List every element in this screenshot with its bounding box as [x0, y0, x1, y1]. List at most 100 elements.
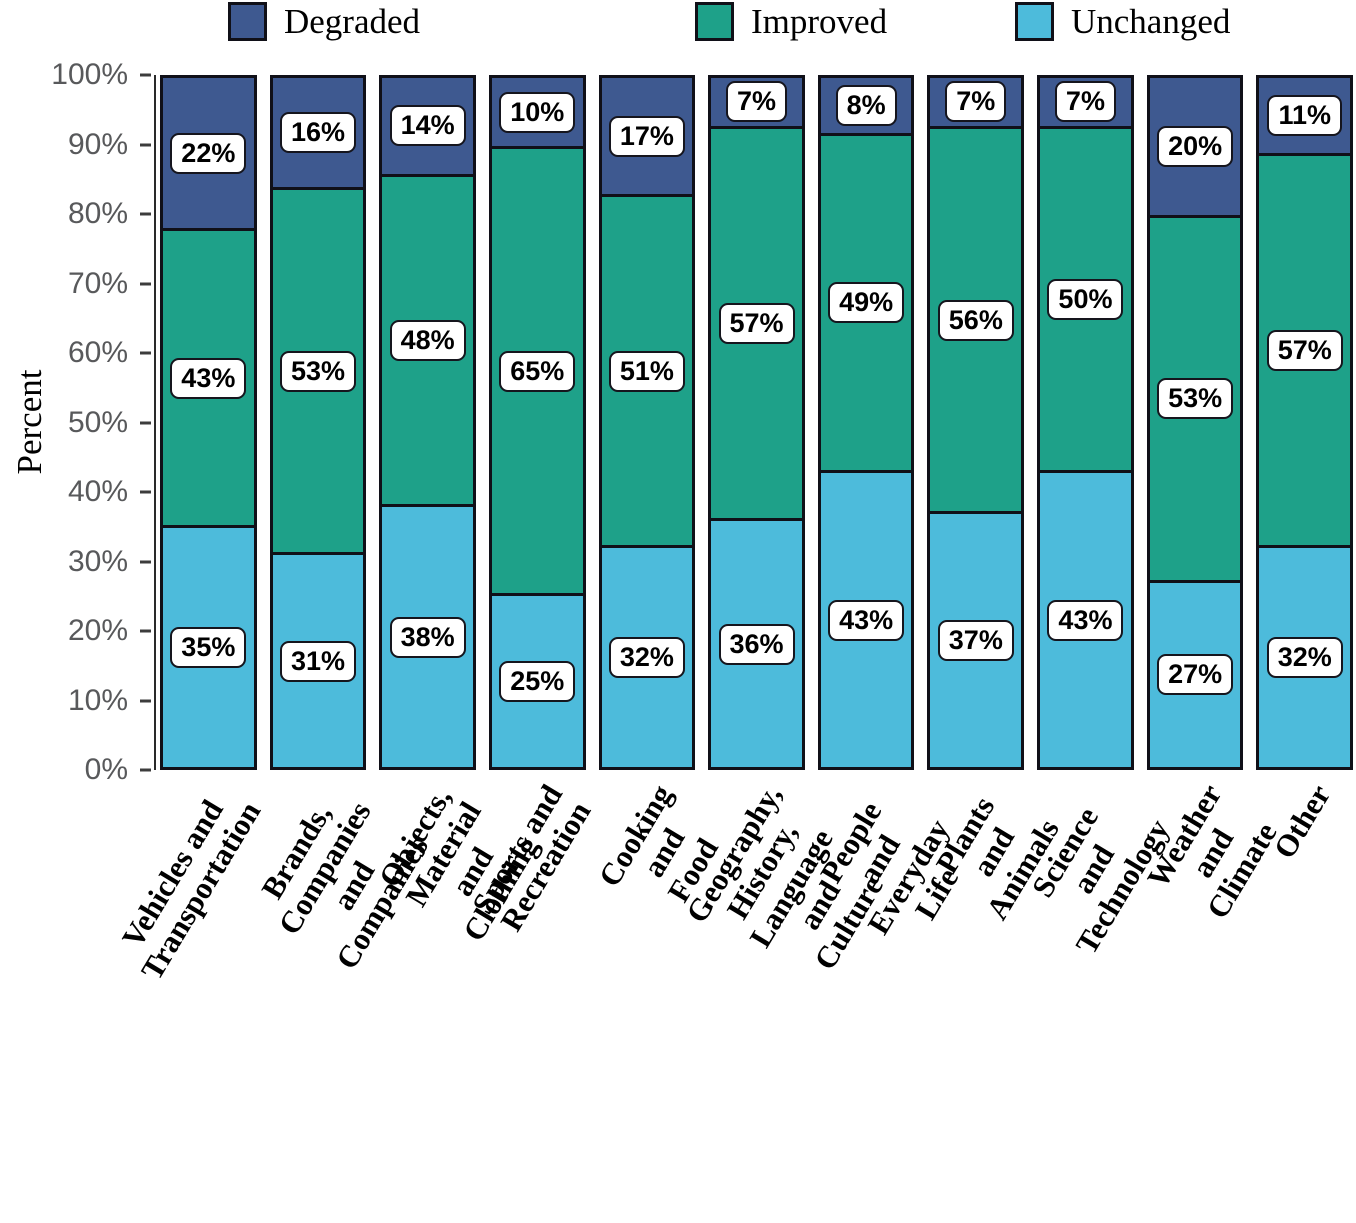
- value-label: 53%: [1157, 378, 1234, 420]
- y-tick-label: 90%: [67, 127, 128, 161]
- bar-segment-unchanged: 32%: [601, 545, 693, 767]
- bar-segment-degraded: 14%: [382, 78, 473, 174]
- bar-segment-degraded: 17%: [601, 78, 693, 195]
- legend-label: Improved: [751, 2, 888, 41]
- bar-segment-degraded: 16%: [272, 78, 364, 188]
- value-label: 57%: [718, 302, 795, 344]
- value-label: 36%: [718, 623, 795, 665]
- bar-segment-improved: 65%: [491, 146, 583, 594]
- bars-container: 22% 43% 35% 16% 53% 31% 14% 48% 38% 10% 65% 25% 17% 5…: [160, 75, 1354, 770]
- value-label: 22%: [170, 132, 247, 174]
- bar-segment-degraded: 8%: [820, 78, 912, 133]
- value-label: 35%: [170, 626, 247, 668]
- bar-segment-unchanged: 43%: [1040, 470, 1131, 767]
- bar: 10% 65% 25%: [488, 75, 586, 770]
- bar-segment-unchanged: 38%: [382, 504, 473, 768]
- value-label: 31%: [279, 640, 356, 682]
- value-label: 32%: [608, 637, 685, 679]
- y-tick-label: 50%: [67, 405, 128, 439]
- bar-segment-improved: 57%: [711, 125, 802, 519]
- value-label: 43%: [828, 599, 905, 641]
- value-label: 7%: [726, 81, 788, 123]
- value-label: 32%: [1266, 637, 1343, 679]
- bar-segment-unchanged: 36%: [711, 518, 802, 767]
- bar: 7% 56% 37%: [927, 75, 1025, 770]
- y-tick-mark: [140, 629, 151, 633]
- plot-area: 0% 10% 20% 30% 40% 50% 60% 70% 80% 90% 100% 22% 43%…: [51, 60, 1354, 785]
- bar-segment-unchanged: 25%: [491, 593, 583, 767]
- x-axis-label: Vehicles and Transportation: [115, 793, 269, 986]
- value-label: 20%: [1157, 125, 1234, 167]
- y-tick-mark: [140, 351, 151, 355]
- value-label: 27%: [1157, 654, 1234, 696]
- bar-segment-degraded: 22%: [163, 78, 254, 229]
- legend-item-unchanged: Unchanged: [1015, 2, 1230, 41]
- y-tick-mark: [140, 421, 151, 424]
- bar-segment-degraded: 20%: [1149, 78, 1241, 215]
- x-axis-label: Other: [1266, 778, 1338, 865]
- value-label: 37%: [937, 620, 1014, 662]
- y-tick-label: 60%: [67, 336, 128, 369]
- value-label: 7%: [1054, 81, 1116, 123]
- legend-swatch-unchanged: [1015, 2, 1054, 41]
- legend-label: Degraded: [284, 2, 421, 41]
- bar-segment-improved: 49%: [820, 132, 912, 471]
- value-label: 7%: [945, 81, 1007, 123]
- bar: 11% 57% 32%: [1256, 75, 1354, 770]
- bar-segment-improved: 50%: [1040, 125, 1131, 471]
- value-label: 50%: [1047, 279, 1124, 321]
- value-label: 38%: [389, 616, 466, 658]
- bar-segment-degraded: 7%: [711, 78, 802, 126]
- y-tick-mark: [140, 282, 151, 285]
- bar-segment-unchanged: 31%: [272, 552, 364, 767]
- bar-segment-improved: 51%: [601, 194, 693, 546]
- y-tick-mark: [140, 490, 151, 494]
- y-tick-label: 100%: [51, 58, 128, 91]
- y-tick-label: 40%: [67, 475, 128, 508]
- bar: 8% 49% 43%: [817, 75, 915, 770]
- x-axis-label: Weather and Climate: [1139, 778, 1284, 925]
- value-label: 25%: [499, 661, 576, 703]
- legend-label: Unchanged: [1071, 2, 1231, 41]
- bar: 16% 53% 31%: [269, 75, 367, 770]
- y-tick-mark: [140, 768, 151, 772]
- bar-segment-degraded: 10%: [491, 78, 583, 147]
- bar-segment-degraded: 7%: [1040, 78, 1131, 126]
- bar: 22% 43% 35%: [160, 75, 257, 770]
- y-tick-label: 80%: [67, 197, 128, 230]
- value-label: 49%: [828, 282, 905, 324]
- value-label: 48%: [389, 320, 466, 362]
- bar-segment-unchanged: 35%: [163, 524, 254, 767]
- bar-segment-unchanged: 27%: [1149, 579, 1241, 767]
- bar-segment-improved: 48%: [382, 173, 473, 505]
- y-tick-mark: [140, 143, 151, 146]
- legend-item-degraded: Degraded: [228, 2, 420, 41]
- bar: 7% 50% 43%: [1037, 75, 1134, 770]
- y-tick-label: 70%: [67, 266, 128, 300]
- bar: 14% 48% 38%: [379, 75, 476, 770]
- bar: 20% 53% 27%: [1146, 75, 1244, 770]
- bar: 17% 51% 32%: [598, 75, 696, 770]
- bar-segment-improved: 43%: [163, 228, 254, 525]
- bar-segment-degraded: 11%: [1259, 78, 1351, 154]
- bar-segment-unchanged: 37%: [930, 511, 1022, 767]
- y-tick-label: 10%: [67, 683, 128, 717]
- y-tick-mark: [140, 560, 151, 563]
- bar-segment-improved: 56%: [930, 125, 1022, 512]
- value-label: 14%: [389, 105, 466, 147]
- x-axis-labels: Vehicles and Transportation Brands, Compa…: [115, 778, 1353, 1223]
- bar-segment-degraded: 7%: [930, 78, 1022, 126]
- value-label: 11%: [1267, 95, 1342, 137]
- y-tick-mark: [140, 73, 151, 77]
- y-tick-label: 20%: [67, 614, 128, 647]
- y-tick-mark: [140, 212, 151, 216]
- y-tick-mark: [140, 699, 151, 702]
- bar-segment-improved: 53%: [1149, 214, 1241, 580]
- value-label: 57%: [1266, 330, 1343, 372]
- y-tick-label: 30%: [67, 544, 128, 578]
- bar: 7% 57% 36%: [708, 75, 805, 770]
- value-label: 65%: [499, 350, 576, 392]
- value-label: 16%: [279, 112, 356, 154]
- value-label: 56%: [937, 299, 1014, 341]
